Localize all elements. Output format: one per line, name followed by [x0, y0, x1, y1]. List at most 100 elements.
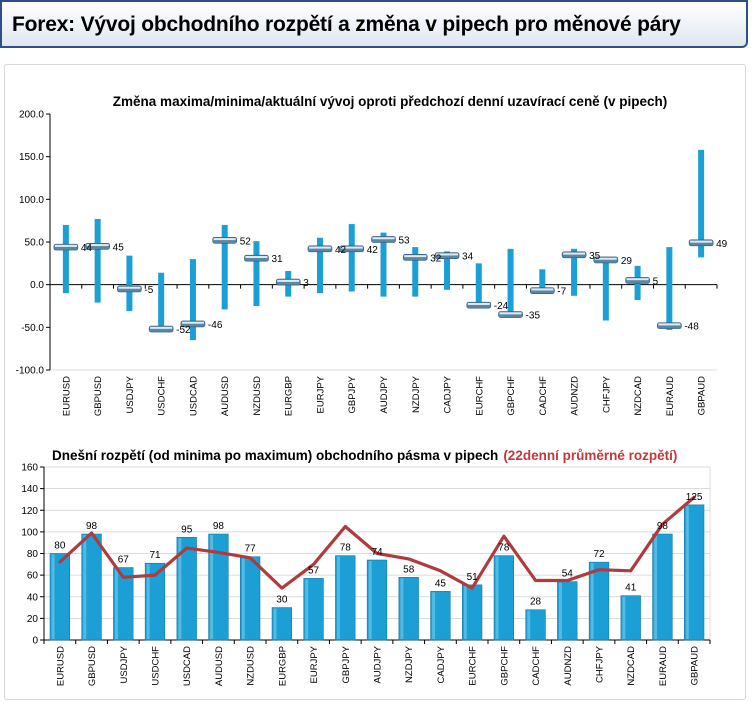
chart2-y-tick-label: 120: [21, 506, 38, 517]
chart2-title-main: Dnešní rozpětí (od minima po maximum) ob…: [52, 448, 498, 463]
chart1-current-marker-highlight: [626, 278, 649, 281]
chart1-category-label: EURJPY: [315, 375, 326, 413]
chart1-range-bar: [253, 241, 260, 306]
chart1-current-marker-highlight: [181, 321, 204, 324]
chart1-range-bar: [507, 248, 514, 317]
chart1-current-marker-highlight: [467, 302, 490, 305]
chart2-category-label: CADJPY: [436, 645, 447, 683]
chart2-data-label: 98: [657, 521, 669, 532]
chart1-title: Změna maxima/minima/aktuální vývoj oprot…: [113, 94, 667, 109]
chart2-category-label: CADCHF: [531, 646, 542, 686]
chart2-category-label: AUDUSD: [214, 646, 225, 686]
chart2-y-tick-label: 60: [27, 571, 39, 582]
chart1-data-label: -46: [208, 320, 223, 331]
chart1-category-label: USDJPY: [125, 375, 136, 413]
chart1-category-label: NZDUSD: [252, 376, 263, 416]
chart1-current-marker-highlight: [118, 286, 141, 289]
chart2-y-tick-label: 140: [21, 484, 38, 495]
chart2-range-bar: [652, 533, 673, 641]
chart2-y-tick-label: 40: [27, 592, 39, 603]
chart2-range-bar-shine: [51, 554, 55, 639]
chart1-category-label: GBPJPY: [347, 375, 358, 413]
chart1-range-bar: [602, 258, 609, 321]
chart2-range-bar: [684, 504, 705, 641]
chart1-category-label: GBPAUD: [697, 376, 708, 416]
chart2-category-label: AUDNZD: [563, 646, 574, 686]
chart1-range-bar: [539, 269, 546, 294]
title-bar: Forex: Vývoj obchodního rozpětí a změna …: [0, 0, 748, 48]
chart1-current-marker-highlight: [658, 323, 681, 326]
chart2-data-label: 95: [181, 524, 193, 535]
chart2-range-bar: [303, 578, 324, 641]
chart1-data-label: 44: [81, 243, 93, 254]
chart1-category-label: EURGBP: [284, 376, 295, 416]
chart1-category-label: CHFJPY: [601, 375, 612, 413]
chart1-category-label: USDCAD: [188, 376, 199, 416]
chart1-data-label: 53: [399, 235, 411, 246]
chart1-current-marker-highlight: [531, 288, 554, 291]
chart2-range-bar: [525, 609, 546, 641]
chart2-average-range-line: [58, 495, 696, 590]
chart-panel: [4, 64, 746, 700]
chart1-category-label: NZDJPY: [411, 375, 422, 413]
chart1-category-label: EURAUD: [665, 376, 676, 416]
chart2-category-label: EURAUD: [658, 646, 669, 686]
chart2-y-tick-label: 80: [27, 549, 39, 560]
chart1-current-marker-highlight: [340, 246, 363, 249]
chart1-data-label: 45: [113, 242, 125, 253]
chart2-data-label: 71: [149, 550, 161, 561]
chart2-data-label: 125: [686, 492, 703, 503]
chart2-range-bar: [335, 555, 356, 641]
chart2-category-label: AUDJPY: [373, 645, 384, 683]
chart2-data-label: 98: [86, 521, 98, 532]
chart1-category-label: EURCHF: [474, 376, 485, 416]
daily-range-chart: Dnešní rozpětí (od minima po maximum) ob…: [21, 448, 711, 686]
chart1-data-label: -7: [557, 287, 566, 298]
chart2-range-bar-shine: [527, 610, 531, 639]
chart1-category-label: GBPCHF: [506, 376, 517, 416]
chart2-category-label: GBPCHF: [499, 646, 510, 686]
chart2-range-bar-shine: [400, 578, 404, 639]
chart1-current-marker-highlight: [436, 253, 459, 256]
chart2-category-label: EURUSD: [55, 646, 66, 686]
chart1-data-label: 42: [367, 245, 379, 256]
chart1-current-marker-highlight: [213, 238, 236, 241]
chart2-data-label: 30: [276, 595, 288, 606]
chart2-category-label: EURGBP: [277, 646, 288, 686]
chart2-data-label: 58: [403, 564, 415, 575]
chart1-current-marker-highlight: [245, 256, 268, 259]
chart1-data-label: -52: [176, 325, 191, 336]
chart1-range-bar: [380, 232, 387, 297]
chart2-category-label: CHFJPY: [595, 645, 606, 683]
chart1-data-label: 31: [271, 254, 283, 265]
chart2-category-label: USDJPY: [119, 645, 130, 683]
chart1-category-label: AUDJPY: [379, 375, 390, 413]
chart1-range-bar: [666, 247, 673, 330]
chart2-category-label: NZDCAD: [626, 646, 637, 686]
chart1-range-bar: [475, 263, 482, 306]
chart2-range-bar-shine: [463, 585, 467, 639]
chart1-y-tick-label: 50.0: [25, 238, 45, 249]
chart1-data-label: 42: [335, 245, 347, 256]
chart2-data-label: 45: [435, 578, 447, 589]
chart2-range-bar-shine: [210, 535, 214, 639]
chart2-data-label: 80: [54, 541, 66, 552]
chart1-current-marker-highlight: [404, 255, 427, 258]
chart2-range-bar: [208, 533, 229, 641]
chart1-range-bar: [412, 247, 419, 297]
chart1-current-marker-highlight: [499, 312, 522, 315]
chart2-range-bar: [176, 536, 197, 641]
chart2-range-bar: [366, 559, 388, 641]
chart1-range-bar: [698, 149, 705, 258]
chart1-data-label: 49: [716, 239, 728, 250]
chart2-range-bar: [398, 576, 419, 641]
chart1-current-marker-highlight: [308, 246, 331, 249]
chart1-data-label: -35: [526, 311, 541, 322]
chart1-data-label: 5: [653, 276, 659, 287]
chart1-current-marker-highlight: [277, 279, 300, 282]
chart1-current-marker-highlight: [594, 257, 617, 260]
chart1-category-label: USDCHF: [157, 376, 168, 416]
chart1-range-bar: [444, 251, 451, 290]
chart1-category-label: CADJPY: [443, 375, 454, 413]
chart2-y-tick-label: 100: [21, 527, 38, 538]
